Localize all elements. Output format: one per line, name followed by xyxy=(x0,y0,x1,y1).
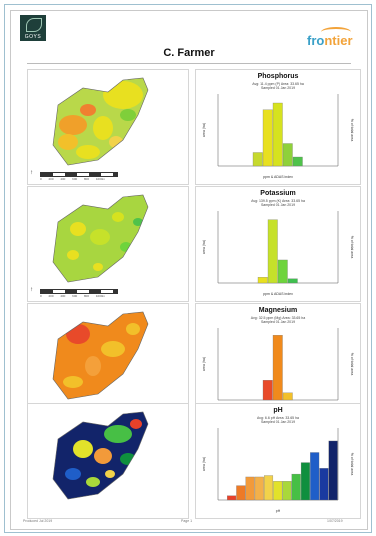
chart-title: Magnesium xyxy=(258,307,298,314)
north-arrow-icon: ↑ xyxy=(30,287,33,293)
chart-title: pH xyxy=(273,407,283,414)
y2-axis-label: % of total area xyxy=(350,119,354,142)
y2-axis-label: % of total area xyxy=(350,353,354,376)
y-axis-label: area (ha) xyxy=(202,240,206,254)
x-axis-label: ppm & ADAS index xyxy=(263,175,293,179)
chart-stats-line: Avg: 32.5 ppm (Mg) Area: 33.65 ha xyxy=(250,316,306,320)
footer-right: 1/07/2019 xyxy=(327,519,343,523)
y-axis-label: area (ha) xyxy=(202,457,206,471)
histogram-bar xyxy=(252,152,263,167)
scale-bar xyxy=(40,289,118,294)
ph-map xyxy=(27,403,189,519)
chart-stats: Avg: 6.6 pH Area: 33.65 ha Sampled 01 Jan… xyxy=(196,416,360,424)
histogram-bar xyxy=(282,143,293,167)
histogram-bar xyxy=(227,495,237,501)
potassium-map: ↑ 0 200 400 600 800 1000m xyxy=(27,186,189,302)
histogram-bar xyxy=(272,335,283,401)
histogram-bar xyxy=(319,468,329,501)
y-axis-label: area (ha) xyxy=(202,123,206,137)
chart-title: Potassium xyxy=(260,190,296,197)
phosphorus-histogram: area (ha) % of total area ppm & ADAS index xyxy=(202,94,354,179)
page-title: C. Farmer xyxy=(163,47,215,59)
histogram-bar xyxy=(264,475,274,501)
report-page: GOYS C. Farmer frontier xyxy=(10,10,368,530)
footer-center: Page 1 xyxy=(181,519,193,523)
chart-stats: Avg: 32.5 ppm (Mg) Area: 33.65 ha Sampled… xyxy=(196,316,360,324)
histogram-bar xyxy=(287,278,298,284)
histogram-bar xyxy=(254,476,264,501)
header-divider xyxy=(27,63,351,64)
y-axis-label: area (ha) xyxy=(202,357,206,371)
ph-chart: pH Avg: 6.6 pH Area: 33.65 ha Sampled 01 … xyxy=(195,403,361,519)
histogram-bar xyxy=(328,440,338,501)
chart-stats-line: Avg: 11.4 ppm (P) Area: 33.65 ha xyxy=(252,82,304,86)
y2-axis-label: % of total area xyxy=(350,236,354,259)
ph-field-svg xyxy=(52,411,149,500)
histogram-bar xyxy=(282,392,293,401)
chart-sampled-line: Sampled 01 Jan 2019 xyxy=(260,320,296,324)
chart-sampled-line: Sampled 01 Jan 2019 xyxy=(260,420,296,424)
histogram-bar xyxy=(272,102,283,167)
x-axis-label: ppm & ADAS index xyxy=(263,292,293,296)
footer-left: Produced Jul 2019 xyxy=(23,519,53,523)
magnesium-chart: Magnesium Avg: 32.5 ppm (Mg) Area: 33.65… xyxy=(195,303,361,419)
left-logo-text: GOYS xyxy=(24,34,42,40)
histogram-bar xyxy=(273,481,283,501)
chart-stats-line: Avg: 139.5 ppm (K) Area: 33.65 ha xyxy=(251,199,305,203)
histogram-bar xyxy=(277,259,288,284)
scale-labels: 0 200 400 600 800 1000m xyxy=(40,294,106,298)
y2-axis-label: % of total area xyxy=(350,453,354,476)
magnesium-field-svg xyxy=(52,311,149,400)
chart-stats-line: Avg: 6.6 pH Area: 33.65 ha xyxy=(257,416,299,420)
potassium-chart: Potassium Avg: 139.5 ppm (K) Area: 33.65… xyxy=(195,186,361,302)
north-arrow-icon: ↑ xyxy=(30,170,33,176)
goys-logo: GOYS xyxy=(20,15,46,41)
swoosh-icon xyxy=(321,27,351,37)
histogram-bar xyxy=(262,380,273,401)
x-axis-label: pH xyxy=(276,509,281,513)
histogram-bar xyxy=(257,277,268,284)
frontier-logo: frontier xyxy=(307,27,353,48)
histogram-bar xyxy=(245,476,255,501)
leaf-icon xyxy=(26,18,42,32)
chart-stats: Avg: 11.4 ppm (P) Area: 33.65 ha Sampled … xyxy=(196,82,360,90)
chart-sampled-line: Sampled 01 Jan 2019 xyxy=(260,86,296,90)
histogram-bar xyxy=(300,462,310,501)
potassium-field-svg xyxy=(52,194,149,283)
histogram-bar xyxy=(262,109,273,167)
phosphorus-chart: Phosphorus Avg: 11.4 ppm (P) Area: 33.65… xyxy=(195,69,361,185)
potassium-histogram: area (ha) % of total area ppm & ADAS index xyxy=(202,211,354,296)
histogram-bar xyxy=(310,452,320,501)
histogram-bar xyxy=(292,156,303,167)
logo-part-a: fro xyxy=(307,33,325,48)
scale-bar xyxy=(40,172,118,177)
magnesium-map: ↑ 0 200 400 600 800 1000m xyxy=(27,303,189,419)
chart-sampled-line: Sampled 01 Jan 2019 xyxy=(260,203,296,207)
phosphorus-map: ↑ 0 200 400 600 800 1000m xyxy=(27,69,189,185)
ph-histogram: area (ha) % of total area pH xyxy=(202,428,354,513)
scale-labels: 0 200 400 600 800 1000m xyxy=(40,177,106,181)
histogram-bar xyxy=(236,485,246,501)
chart-title: Phosphorus xyxy=(257,73,299,80)
histogram-bar xyxy=(291,473,301,501)
histogram-bar xyxy=(282,481,292,501)
phosphorus-field-svg xyxy=(52,77,149,166)
chart-stats: Avg: 139.5 ppm (K) Area: 33.65 ha Sampled… xyxy=(196,199,360,207)
histogram-bar xyxy=(267,219,278,284)
